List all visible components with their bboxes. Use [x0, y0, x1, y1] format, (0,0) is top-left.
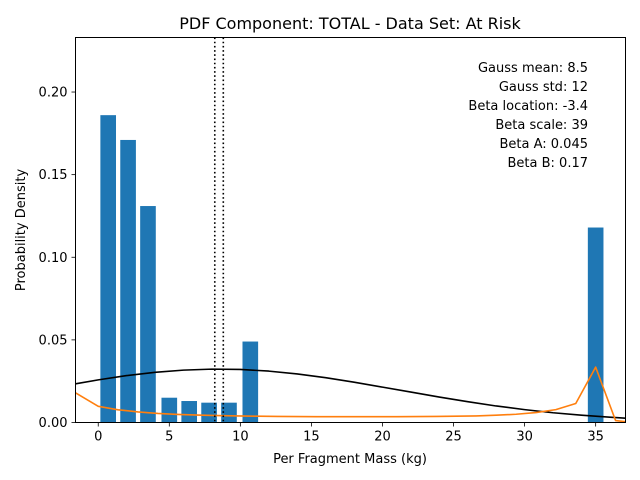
y-axis-label: Probability Density	[14, 169, 29, 292]
bar	[100, 115, 117, 423]
x-tick-label: 15	[303, 430, 320, 445]
y-tick-label: 0.15	[39, 168, 68, 183]
y-axis-ticks: 0.00 0.05 0.10 0.15 0.20	[39, 86, 76, 431]
x-tick-label: 25	[445, 430, 462, 445]
vlines-layer	[213, 37, 225, 423]
bar	[221, 402, 237, 423]
annotation-line: Beta B: 0.17	[508, 156, 589, 171]
y-tick-label: 0.05	[39, 333, 68, 348]
annotation-line: Beta location: -3.4	[468, 99, 588, 114]
lines-layer	[75, 366, 626, 423]
y-tick-label: 0.20	[39, 86, 68, 101]
x-tick-label: 0	[94, 430, 102, 445]
bar	[587, 227, 604, 423]
x-tick-label: 20	[374, 430, 391, 445]
bar	[201, 402, 217, 423]
x-tick-label: 5	[165, 430, 173, 445]
plot-frame	[75, 37, 626, 423]
bar	[120, 139, 136, 423]
bar	[140, 206, 156, 423]
annotation-line: Beta A: 0.045	[499, 137, 588, 152]
bar	[181, 401, 198, 423]
bar	[242, 341, 259, 423]
annotation-box: Gauss mean: 8.5 Gauss std: 12 Beta locatio…	[468, 61, 588, 171]
x-tick-label: 35	[587, 430, 604, 445]
y-tick-label: 0.00	[39, 416, 68, 431]
x-tick-label: 10	[232, 430, 249, 445]
chart-title: PDF Component: TOTAL - Data Set: At Risk	[179, 14, 521, 33]
x-tick-label: 30	[516, 430, 533, 445]
bar	[161, 397, 178, 423]
annotation-line: Beta scale: 39	[495, 118, 588, 133]
annotation-line: Gauss std: 12	[499, 80, 588, 95]
x-axis-ticks: 0 5 10 15 20 25 30 35	[94, 422, 604, 445]
x-axis-label: Per Fragment Mass (kg)	[273, 452, 427, 467]
annotation-line: Gauss mean: 8.5	[478, 61, 588, 76]
beta-curve	[75, 366, 626, 423]
y-tick-label: 0.10	[39, 251, 68, 266]
